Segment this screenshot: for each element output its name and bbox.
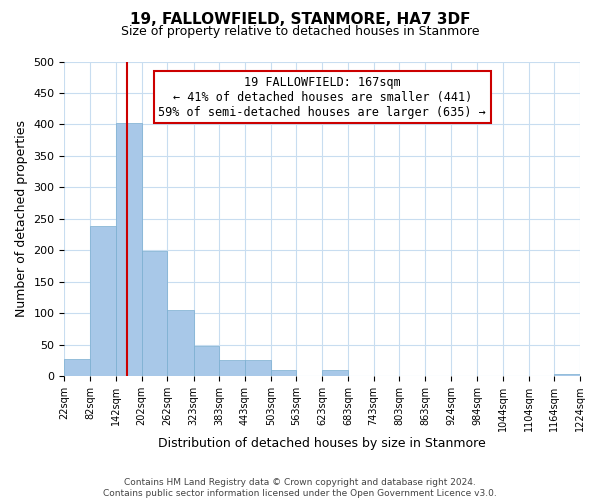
Bar xyxy=(219,360,245,376)
Y-axis label: Number of detached properties: Number of detached properties xyxy=(15,120,28,318)
Bar xyxy=(194,346,219,376)
X-axis label: Distribution of detached houses by size in Stanmore: Distribution of detached houses by size … xyxy=(158,437,486,450)
Bar xyxy=(90,226,116,376)
Text: Size of property relative to detached houses in Stanmore: Size of property relative to detached ho… xyxy=(121,25,479,38)
Bar xyxy=(116,123,142,376)
Bar xyxy=(271,370,296,376)
Text: Contains HM Land Registry data © Crown copyright and database right 2024.
Contai: Contains HM Land Registry data © Crown c… xyxy=(103,478,497,498)
Bar xyxy=(64,359,90,376)
Bar xyxy=(322,370,348,376)
Bar xyxy=(245,360,271,376)
Text: 19 FALLOWFIELD: 167sqm
← 41% of detached houses are smaller (441)
59% of semi-de: 19 FALLOWFIELD: 167sqm ← 41% of detached… xyxy=(158,76,486,118)
Bar xyxy=(167,310,194,376)
Bar xyxy=(142,251,167,376)
Text: 19, FALLOWFIELD, STANMORE, HA7 3DF: 19, FALLOWFIELD, STANMORE, HA7 3DF xyxy=(130,12,470,28)
Bar xyxy=(554,374,580,376)
